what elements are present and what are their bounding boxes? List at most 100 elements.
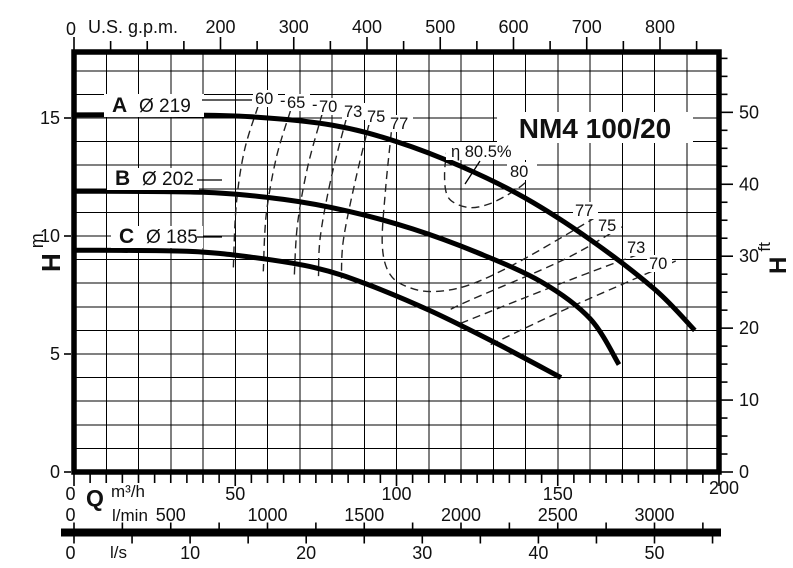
lmin-axis-tick-label: 2500: [538, 505, 578, 525]
efficiency-contour-80: [443, 146, 531, 209]
left-axis-tick-label: 5: [50, 344, 60, 364]
grid: [74, 52, 719, 472]
top-axis-tick-label: 200: [205, 17, 235, 37]
lmin-axis-tick-label: 2000: [441, 505, 481, 525]
axis-top-usgpm: 0 200 300 400 500 600 700 800 U.S. g.p.m.: [66, 17, 698, 50]
eff-80-label-bg: [507, 162, 537, 180]
left-axis-tick-label: 0: [50, 462, 60, 482]
lmin-axis-tick-label: 500: [156, 505, 186, 525]
axis-bottom-lmin: 0 500 1000 1500 2000 2500 3000 l/min: [61, 505, 721, 537]
eff-left-label: 70: [319, 98, 337, 116]
curve-b: [73, 188, 622, 366]
m3h-axis-tick-label: 200: [709, 478, 739, 498]
eff-80-label: 80: [510, 163, 528, 181]
efficiency-contour-75R: [450, 225, 623, 310]
right-axis-title: Hft: [755, 242, 792, 274]
eff-label-hyphen: -: [312, 96, 318, 114]
efficiency-contour-73R: [460, 248, 654, 324]
eff-left-label-bg: [365, 108, 390, 125]
axis-bottom-m3h: 0 50 100 150 200 Q m³/h: [65, 473, 739, 511]
left-axis-title: Hm: [27, 233, 66, 272]
right-axis-tick-label: 50: [739, 102, 759, 122]
eff-left-label: 65: [287, 94, 305, 112]
ls-axis-tick-label: 10: [180, 543, 200, 563]
eff-right-label-bg: [647, 255, 672, 272]
right-axis-tick-label: 30: [739, 246, 759, 266]
ls-axis-tick-label: 40: [528, 543, 548, 563]
top-axis-tick-label: 400: [352, 17, 382, 37]
eff-right-label: 73: [627, 239, 645, 257]
curve-diameter-b: Ø 202: [142, 169, 194, 190]
top-axis-tick-label: 700: [572, 17, 602, 37]
eff-right-label: 75: [598, 217, 616, 235]
m3h-axis-tick-label: 100: [381, 484, 411, 504]
eff-left-label-bg: [253, 90, 278, 107]
curve-label-bg: [111, 226, 203, 248]
top-axis-tick-label: 800: [645, 17, 675, 37]
m3h-axis-tick-label: 150: [543, 484, 573, 504]
eff-left-label: 75: [367, 108, 385, 126]
curve-a: [73, 112, 697, 333]
chart-title-bg: [497, 112, 693, 143]
eff-right-label: 70: [649, 255, 667, 273]
bep-marker-line: [464, 160, 481, 185]
curve-diameter-a: Ø 219: [139, 96, 191, 117]
chart-title: NM4 100/20: [519, 113, 672, 144]
curve-label-bg: [104, 94, 204, 117]
axis-left-hm: 0 5 10 15 Hm: [27, 108, 71, 482]
left-axis-tick-label: 15: [40, 108, 60, 128]
curve-diameter-c: Ø 185: [146, 227, 198, 248]
flow-axis-q-label: Q: [86, 485, 104, 511]
right-axis-tick-label: 10: [739, 390, 759, 410]
efficiency-contour-60L: [232, 105, 259, 270]
top-axis-tick-label: 300: [279, 17, 309, 37]
bep-label: η 80.5%: [451, 143, 512, 161]
curve-label-bg: [107, 168, 199, 190]
top-axis-tick-label: 600: [498, 17, 528, 37]
right-axis-tick-label: 0: [739, 462, 749, 482]
curve-label-b: B Ø 202: [107, 167, 222, 190]
ls-axis-tick-label: 30: [412, 543, 432, 563]
lmin-axis-tick-label: 1000: [247, 505, 287, 525]
lmin-axis-unit-label: l/min: [112, 506, 148, 525]
eff-left-label-bg: [342, 103, 367, 120]
ls-axis-tick-label: 50: [644, 543, 664, 563]
lmin-axis-tick-label: 0: [65, 505, 75, 525]
efficiency-contour-75L: [340, 122, 371, 279]
eff-right-label: 77: [575, 202, 593, 220]
secondary-axis-bar: [61, 528, 721, 537]
axis-right-hft: 0 10 20 30 40 50 Hft: [721, 57, 792, 482]
lmin-axis-tick-label: 3000: [634, 505, 674, 525]
axis-bottom-ls: 0 10 20 30 40 50 l/s: [65, 536, 714, 563]
left-axis-tick-label: 10: [40, 226, 60, 246]
eff-right-label-bg: [625, 239, 650, 256]
ls-axis-tick-label: 20: [296, 543, 316, 563]
efficiency-contour-70L: [293, 113, 323, 277]
eff-left-label-bg: [285, 94, 310, 111]
eff-left-label: 60: [255, 90, 273, 108]
efficiency-contour-77: [381, 132, 599, 293]
ls-axis-unit-label: l/s: [110, 543, 127, 562]
eff-right-label-bg: [573, 202, 598, 219]
lmin-axis-tick-label: 1500: [344, 505, 384, 525]
curve-c: [73, 247, 563, 380]
right-axis-tick-label: 20: [739, 318, 759, 338]
curve-label-c: C Ø 185: [111, 225, 222, 248]
eff-right-label-bg: [596, 217, 621, 234]
plot-frame: [71, 49, 722, 475]
eff-left-label: 73: [344, 103, 362, 121]
m3h-axis-unit-label: m³/h: [111, 482, 145, 501]
eff-left-label-bg: [317, 98, 342, 115]
top-axis-tick-label: 0: [66, 19, 76, 39]
curve-label-a: A Ø 219: [104, 94, 252, 117]
right-axis-tick-label: 40: [739, 174, 759, 194]
eff-label-hyphen: -: [280, 92, 286, 110]
curve-letter-b: B: [115, 167, 130, 190]
bep-label-bg: [446, 142, 532, 160]
top-axis-tick-label: 500: [425, 17, 455, 37]
m3h-axis-tick-label: 0: [65, 484, 75, 504]
efficiency-contours: [232, 105, 680, 346]
